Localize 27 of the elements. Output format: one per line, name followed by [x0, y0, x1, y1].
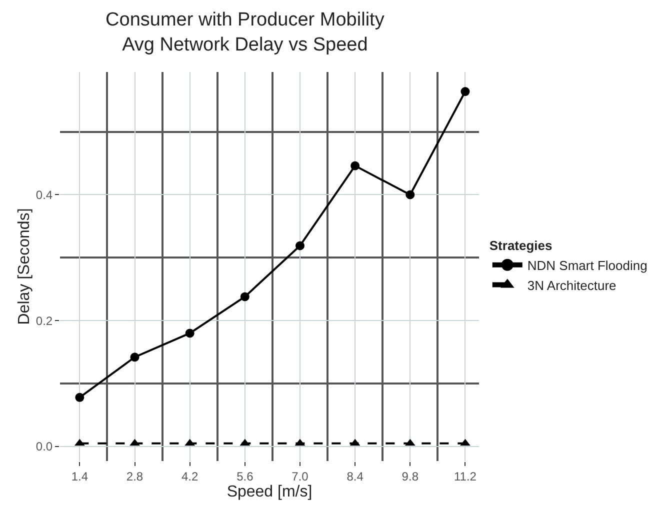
x-axis-title: Speed [m/s]: [226, 483, 312, 500]
y-tick-label: 0.4: [36, 188, 53, 202]
x-tick-label: 7.0: [292, 469, 309, 484]
legend-label: 3N Architecture: [527, 278, 616, 293]
point: [130, 438, 140, 446]
x-tick-label: 1.4: [71, 469, 88, 484]
x-tick-label: 9.8: [402, 469, 419, 484]
legend-label: NDN Smart Flooding: [527, 258, 648, 273]
point: [185, 328, 194, 338]
y-tick-label: 0.0: [36, 440, 53, 454]
legend-title: Strategies: [489, 238, 552, 253]
chart-title: Consumer with Producer Mobility Avg Network Delay vs Speed: [106, 10, 385, 56]
x-tick-label: 4.2: [181, 469, 198, 484]
y-tick-label: 0.2: [36, 314, 53, 328]
x-tick-label: 11.2: [454, 469, 477, 484]
point: [460, 87, 470, 96]
x-tick-label: 5.6: [236, 469, 254, 484]
point: [130, 352, 140, 362]
point: [240, 292, 250, 302]
point: [406, 190, 415, 200]
point: [75, 392, 84, 402]
x-tick-label: 2.8: [126, 469, 144, 484]
point: [295, 241, 304, 250]
x-tick-label: 8.4: [346, 469, 364, 484]
point: [460, 438, 470, 446]
point: [350, 161, 360, 170]
y-axis-title: Delay [Seconds]: [16, 208, 33, 325]
